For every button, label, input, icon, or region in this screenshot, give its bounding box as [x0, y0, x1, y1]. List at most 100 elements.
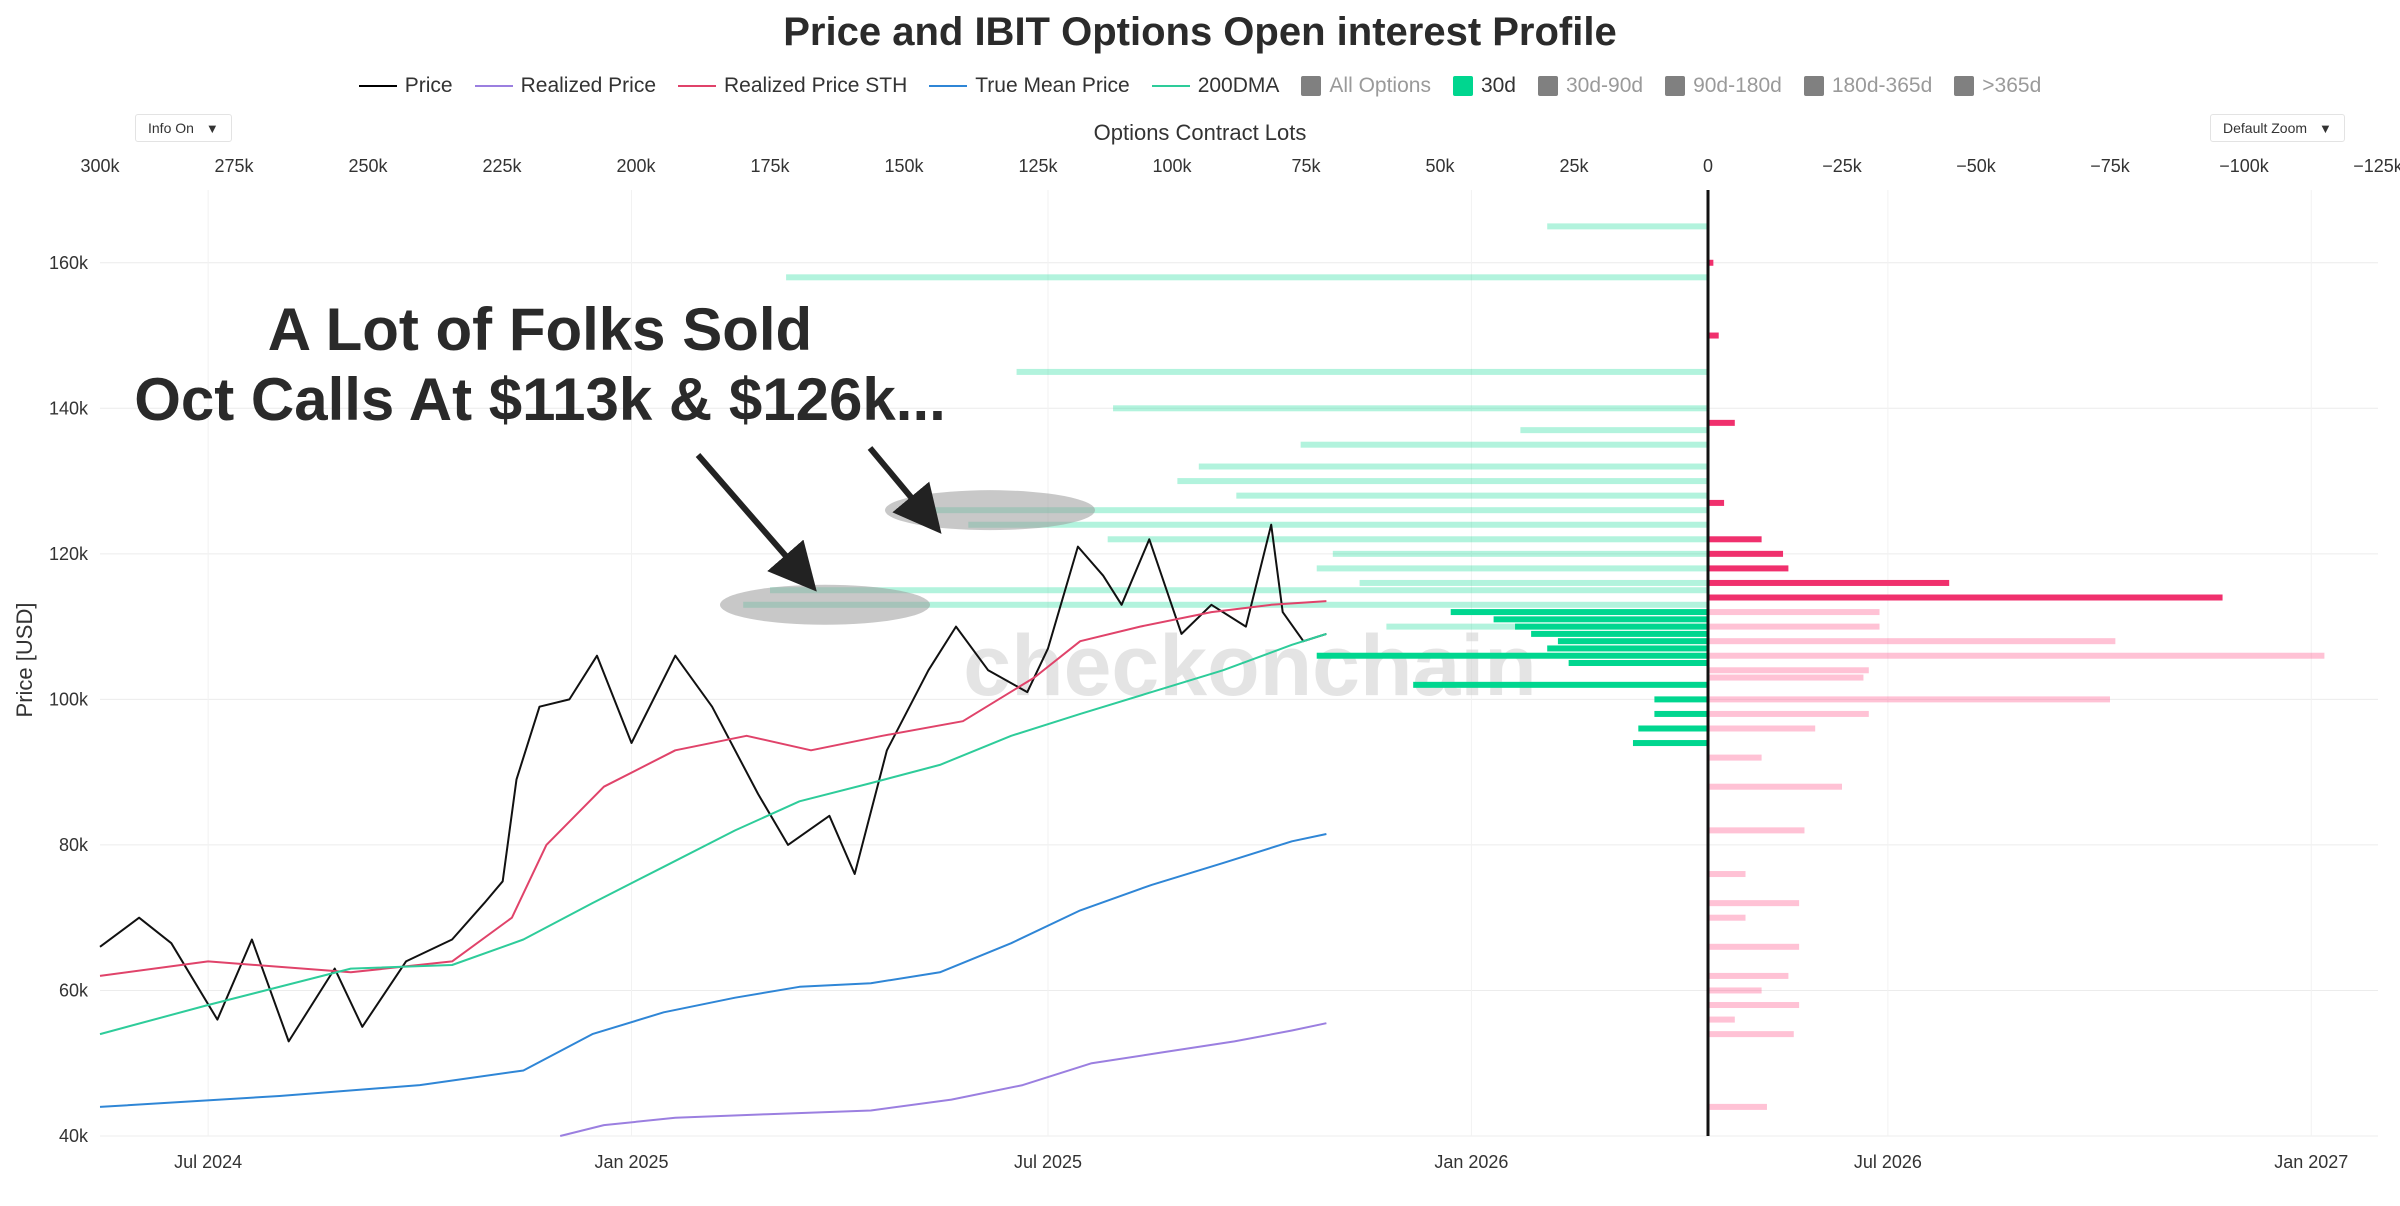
- chevron-down-icon: ▼: [2319, 120, 2332, 136]
- x-tick-label: Jan 2025: [594, 1152, 668, 1172]
- oi-bar-call-30d: [1654, 710, 1708, 717]
- legend-swatch: [1151, 85, 1190, 87]
- oi-bar-call-all: [1316, 565, 1708, 572]
- series-line-price: [99, 523, 1327, 1043]
- legend-swatch: [1803, 76, 1824, 96]
- legend-item-30d-90d[interactable]: 30d-90d: [1538, 74, 1643, 98]
- series-line-200dma: [99, 632, 1327, 1036]
- oi-bar-put-all: [1708, 725, 1816, 732]
- legend-swatch: [1452, 76, 1473, 96]
- legend-label: All Options: [1329, 74, 1431, 97]
- legend-swatch: [1954, 76, 1975, 96]
- oi-bar-call-all: [786, 274, 1708, 281]
- oi-bar-put-all: [1708, 1002, 1800, 1009]
- annotation-text: A Lot of Folks Sold Oct Calls At $113k &…: [40, 295, 1040, 435]
- legend-label: >365d: [1982, 74, 2042, 97]
- series-line-true-mean-price: [99, 833, 1327, 1108]
- legend-item-realized-price[interactable]: Realized Price: [474, 74, 656, 98]
- oi-bar-call-all: [1547, 223, 1708, 230]
- series-line-realized-price-sth: [99, 600, 1327, 977]
- legend-item-200dma[interactable]: 200DMA: [1151, 74, 1280, 98]
- x-tick-label: Jul 2026: [1854, 1152, 1922, 1172]
- oi-bar-put-all: [1708, 696, 2110, 703]
- legend-label: 180d-365d: [1831, 74, 1933, 97]
- oi-bar-put-30d: [1708, 419, 1735, 426]
- oi-bar-call-30d: [1413, 681, 1708, 688]
- legend-swatch: [474, 85, 513, 87]
- info-toggle-dropdown[interactable]: Info On ▼: [135, 114, 232, 142]
- zoom-label: Default Zoom: [2223, 120, 2308, 136]
- oi-bar-call-30d: [1557, 638, 1708, 645]
- legend-label: 30d: [1480, 74, 1516, 97]
- x-tick-label: Jul 2024: [174, 1152, 242, 1172]
- oi-bar-call-30d: [1450, 609, 1708, 616]
- legend-swatch: [358, 85, 397, 87]
- legend-item-price[interactable]: Price: [358, 74, 453, 98]
- y-tick-label: 160k: [49, 253, 89, 273]
- legend-item--365d[interactable]: >365d: [1954, 74, 2041, 98]
- legend-swatch: [678, 85, 717, 87]
- legend-item-true-mean-price[interactable]: True Mean Price: [929, 74, 1130, 98]
- oi-bar-call-30d: [1493, 616, 1708, 623]
- x-tick-label: Jan 2027: [2274, 1152, 2348, 1172]
- oi-bar-call-30d: [1568, 660, 1708, 666]
- zoom-dropdown[interactable]: Default Zoom ▼: [2210, 114, 2345, 142]
- legend: Price Realized Price Realized Price STH Tru…: [0, 74, 2400, 98]
- series-line-realized-price: [559, 1022, 1327, 1137]
- oi-bar-call-30d: [1547, 645, 1708, 652]
- legend-swatch: [1301, 76, 1322, 96]
- y-tick-label: 140k: [49, 398, 89, 418]
- watermark: checkonchain: [963, 618, 1537, 714]
- legend-label: 200DMA: [1197, 74, 1280, 97]
- legend-item-30d[interactable]: 30d: [1452, 74, 1516, 98]
- oi-bar-call-all: [1107, 536, 1708, 543]
- oi-bar-call-all: [1177, 478, 1708, 485]
- legend-label: Price: [404, 74, 453, 97]
- oi-bar-call-30d: [1515, 623, 1708, 630]
- y-tick-label: 60k: [59, 980, 89, 1000]
- annotation-arrow-113k: [695, 453, 817, 592]
- oi-bar-put-all: [1708, 914, 1746, 921]
- top-tick-label: −125k: [2353, 156, 2400, 176]
- oi-bar-call-all: [743, 601, 1708, 608]
- oi-bar-put-all: [1708, 652, 2325, 659]
- legend-item-all-options[interactable]: All Options: [1301, 74, 1431, 98]
- annotation-line-2: Oct Calls At $113k & $126k...: [134, 366, 946, 433]
- top-tick-label: 0: [1703, 156, 1713, 176]
- top-axis-title: Options Contract Lots: [1093, 120, 1307, 145]
- top-tick-label: 50k: [1425, 156, 1455, 176]
- oi-bar-call-all: [1332, 550, 1708, 557]
- oi-bar-call-all: [1359, 579, 1708, 586]
- oi-bar-put-all: [1708, 638, 2116, 645]
- highlight-ellipse-126k: [885, 490, 1095, 531]
- oi-bar-put-all: [1708, 1103, 1767, 1110]
- legend-item-realized-price-sth[interactable]: Realized Price STH: [678, 74, 907, 98]
- top-tick-label: 75k: [1291, 156, 1321, 176]
- oi-bar-put-30d: [1708, 259, 1714, 266]
- legend-item-180d-365d[interactable]: 180d-365d: [1803, 74, 1933, 98]
- oi-bar-put-30d: [1708, 499, 1725, 506]
- oi-bar-call-30d: [1654, 696, 1708, 703]
- oi-bar-put-all: [1708, 972, 1789, 979]
- oi-bar-put-all: [1708, 1016, 1735, 1023]
- x-tick-label: Jul 2025: [1014, 1152, 1082, 1172]
- top-tick-label: 300k: [80, 156, 120, 176]
- oi-bar-call-all: [770, 587, 1708, 594]
- y-tick-label: 40k: [59, 1126, 89, 1146]
- y-tick-label: 100k: [49, 689, 89, 709]
- y-axis-label: Price [USD]: [12, 603, 37, 718]
- annotation-line-1: A Lot of Folks Sold: [267, 296, 813, 363]
- legend-label: 30d-90d: [1566, 74, 1644, 97]
- oi-bar-put-all: [1708, 871, 1746, 878]
- top-tick-label: 175k: [750, 156, 790, 176]
- oi-bar-put-all: [1708, 827, 1805, 834]
- oi-bar-call-all: [904, 507, 1708, 514]
- y-tick-label: 80k: [59, 835, 89, 855]
- info-toggle-label: Info On: [148, 120, 194, 136]
- top-tick-label: 100k: [1152, 156, 1192, 176]
- legend-swatch: [929, 85, 968, 87]
- legend-item-90d-180d[interactable]: 90d-180d: [1665, 74, 1782, 98]
- x-tick-label: Jan 2026: [1434, 1152, 1508, 1172]
- oi-bar-put-all: [1708, 943, 1800, 950]
